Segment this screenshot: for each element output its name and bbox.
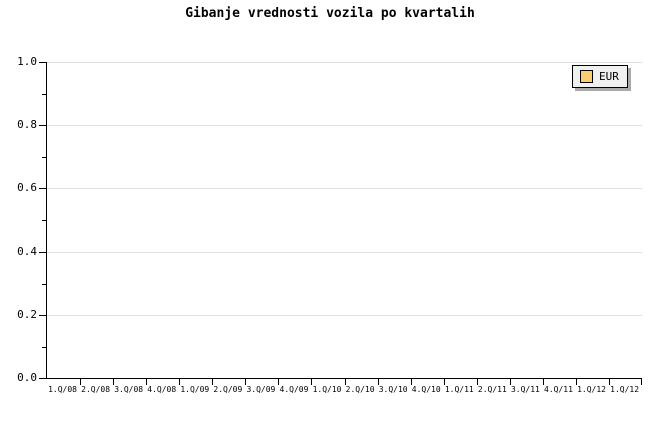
x-axis-tick bbox=[80, 379, 81, 385]
x-axis-tick bbox=[113, 379, 114, 385]
x-axis-tick bbox=[543, 379, 544, 385]
x-axis-label: 3.Q/11 bbox=[510, 385, 540, 394]
x-axis-tick bbox=[609, 379, 610, 385]
x-axis-labels: 1.Q/08 2.Q/08 3.Q/08 4.Q/08 1.Q/09 2.Q/0… bbox=[46, 384, 641, 396]
x-axis-tick bbox=[378, 379, 379, 385]
y-axis-label: 1.0 bbox=[17, 55, 37, 68]
gridline bbox=[47, 252, 642, 253]
y-axis-major-tick bbox=[39, 252, 47, 253]
x-axis-tick bbox=[345, 379, 346, 385]
gridline bbox=[47, 188, 642, 189]
y-axis-minor-tick bbox=[42, 220, 47, 221]
gridline bbox=[47, 315, 642, 316]
y-axis-minor-tick bbox=[42, 284, 47, 285]
x-axis-tick bbox=[245, 379, 246, 385]
y-axis-minor-tick bbox=[42, 347, 47, 348]
x-axis-label: 3.Q/08 bbox=[114, 385, 144, 394]
x-axis-tick bbox=[212, 379, 213, 385]
y-axis-minor-tick bbox=[42, 94, 47, 95]
y-axis-minor-tick bbox=[42, 157, 47, 158]
x-axis-label: 4.Q/10 bbox=[411, 385, 441, 394]
y-axis-label: 0.0 bbox=[17, 371, 37, 384]
y-axis-label: 0.2 bbox=[17, 308, 37, 321]
y-axis-major-tick bbox=[39, 315, 47, 316]
gridline bbox=[47, 62, 642, 63]
x-axis-label: 2.Q/11 bbox=[477, 385, 507, 394]
legend-swatch-eur-icon bbox=[580, 70, 593, 83]
x-axis-label: 4.Q/08 bbox=[147, 385, 177, 394]
x-axis-tick bbox=[510, 379, 511, 385]
x-axis-label: 2.Q/08 bbox=[81, 385, 111, 394]
x-axis-label: 3.Q/09 bbox=[246, 385, 276, 394]
x-axis-label: 1.Q/08 bbox=[48, 385, 77, 394]
legend-label: EUR bbox=[599, 70, 619, 83]
x-axis-tick bbox=[477, 379, 478, 385]
y-axis-label: 0.8 bbox=[17, 118, 37, 131]
x-axis-tick bbox=[641, 379, 642, 385]
y-axis-major-tick bbox=[39, 188, 47, 189]
x-axis-label: 1.Q/11 bbox=[444, 385, 474, 394]
plot-area bbox=[39, 62, 642, 385]
x-axis-tick bbox=[444, 379, 445, 385]
gridline bbox=[47, 125, 642, 126]
x-axis-tick bbox=[411, 379, 412, 385]
x-axis-label: 4.Q/09 bbox=[279, 385, 309, 394]
y-axis-label: 0.6 bbox=[17, 181, 37, 194]
x-axis-tick bbox=[146, 379, 147, 385]
y-axis-major-tick bbox=[39, 378, 47, 379]
x-axis-label: 3.Q/10 bbox=[378, 385, 408, 394]
x-axis-tick bbox=[576, 379, 577, 385]
x-axis-label: 1.Q/09 bbox=[180, 385, 210, 394]
x-axis-label: 2.Q/09 bbox=[213, 385, 243, 394]
x-axis-label: 1.Q/12 bbox=[577, 385, 606, 394]
y-axis-major-tick bbox=[39, 62, 47, 63]
x-axis-label: 1.Q/10 bbox=[312, 385, 342, 394]
x-axis-tick bbox=[311, 379, 312, 385]
legend: EUR bbox=[572, 65, 628, 88]
x-axis-label: 4.Q/11 bbox=[544, 385, 573, 394]
x-axis-tick bbox=[278, 379, 279, 385]
x-axis-label: 1.Q/12 bbox=[610, 385, 640, 394]
x-axis-tick bbox=[179, 379, 180, 385]
chart-title: Gibanje vrednosti vozila po kvartalih bbox=[185, 6, 475, 21]
y-axis-major-tick bbox=[39, 125, 47, 126]
y-axis-label: 0.4 bbox=[17, 245, 37, 258]
x-axis-label: 2.Q/10 bbox=[345, 385, 375, 394]
